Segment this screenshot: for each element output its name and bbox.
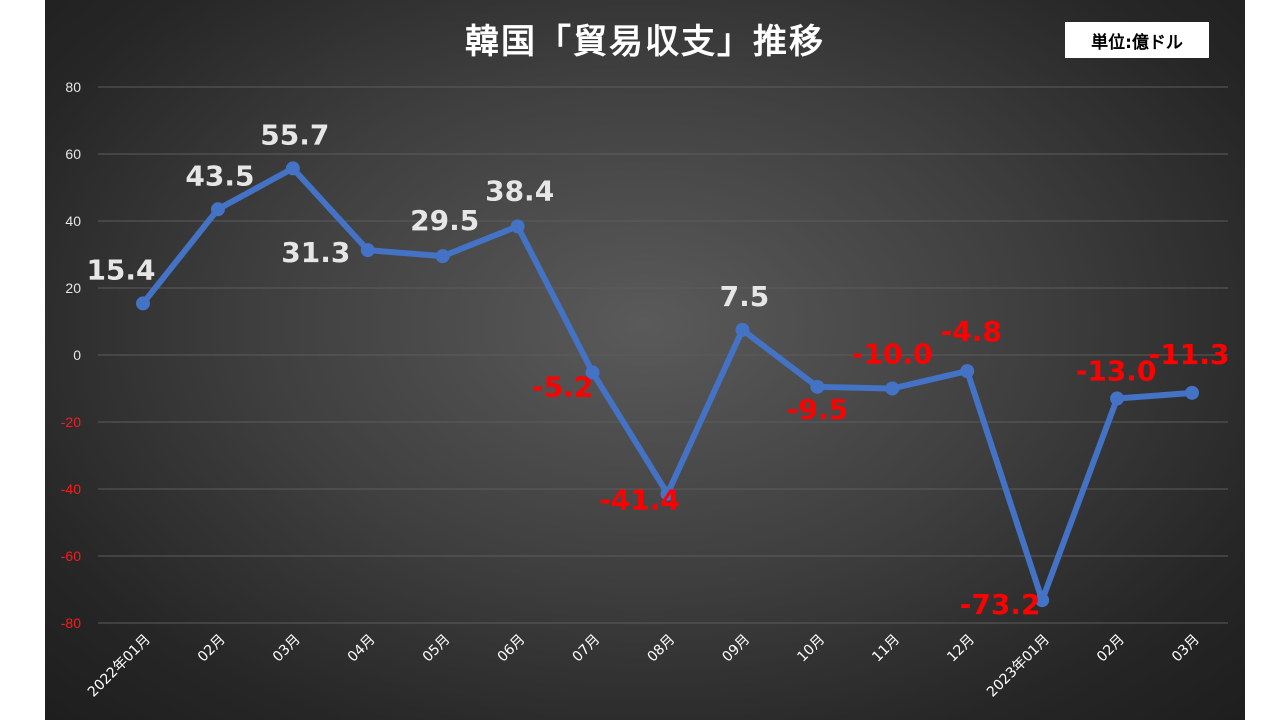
x-tick-label: 03月 <box>270 632 304 666</box>
chart-title: 韓国「貿易収支」推移 <box>465 22 825 62</box>
data-point <box>585 365 600 380</box>
x-tick-label: 09月 <box>719 632 753 666</box>
y-tick-label: -40 <box>61 481 81 497</box>
data-point <box>810 379 825 394</box>
x-tick-label: 05月 <box>420 632 454 666</box>
x-tick-label: 06月 <box>495 632 529 666</box>
y-tick-label: 0 <box>73 347 81 363</box>
x-tick-label: 11月 <box>869 632 903 666</box>
data-label: -9.5 <box>787 393 848 426</box>
data-point <box>960 364 975 379</box>
x-tick-label: 08月 <box>645 632 679 666</box>
data-point <box>1110 391 1125 406</box>
y-tick-label: 20 <box>65 280 81 296</box>
y-tick-label: -20 <box>61 414 81 430</box>
data-point <box>1035 593 1050 608</box>
data-label: -4.8 <box>941 315 1002 348</box>
y-tick-label: 80 <box>65 79 81 95</box>
data-point <box>360 243 375 258</box>
unit-label: 単位:億ドル <box>1065 22 1209 58</box>
data-label: 55.7 <box>260 118 329 151</box>
data-point <box>510 219 525 234</box>
x-tick-label: 03月 <box>1169 632 1203 666</box>
y-tick-label: 60 <box>65 146 81 162</box>
data-label: -73.2 <box>960 588 1041 621</box>
data-label: -41.4 <box>599 484 680 517</box>
data-label: 29.5 <box>410 204 479 237</box>
data-point <box>136 296 150 311</box>
data-point <box>210 202 225 217</box>
data-point <box>660 486 675 501</box>
x-tick-label: 10月 <box>794 632 828 666</box>
data-point <box>1185 385 1199 400</box>
x-tick-label: 02月 <box>1094 632 1128 666</box>
data-point <box>435 249 450 264</box>
x-tick-label: 2022年01月 <box>85 632 154 701</box>
data-point <box>735 322 750 337</box>
data-label: 7.5 <box>720 280 770 313</box>
data-label: 15.4 <box>86 253 155 286</box>
data-label: -10.0 <box>852 338 933 371</box>
x-tick-label: 2023年01月 <box>984 632 1053 701</box>
data-point <box>885 381 900 396</box>
data-label: 38.4 <box>485 174 554 207</box>
data-label: -11.3 <box>1149 338 1230 371</box>
x-tick-label: 07月 <box>570 632 604 666</box>
y-tick-label: -60 <box>61 548 81 564</box>
series-line <box>140 165 1195 604</box>
data-label: -13.0 <box>1076 355 1157 388</box>
y-tick-label: -80 <box>61 615 81 631</box>
x-tick-label: 12月 <box>944 632 978 666</box>
chart-frame: 韓国「貿易収支」推移 単位:億ドル 80 60 40 20 0 -20 -40 -60 -80 2… <box>45 0 1245 720</box>
x-tick-label: 04月 <box>345 632 379 666</box>
data-point <box>285 161 300 176</box>
x-tick-label: 02月 <box>195 632 229 666</box>
y-tick-label: 40 <box>65 213 81 229</box>
data-label: 31.3 <box>281 236 350 269</box>
data-label: -5.2 <box>532 370 593 403</box>
data-label: 43.5 <box>185 159 254 192</box>
